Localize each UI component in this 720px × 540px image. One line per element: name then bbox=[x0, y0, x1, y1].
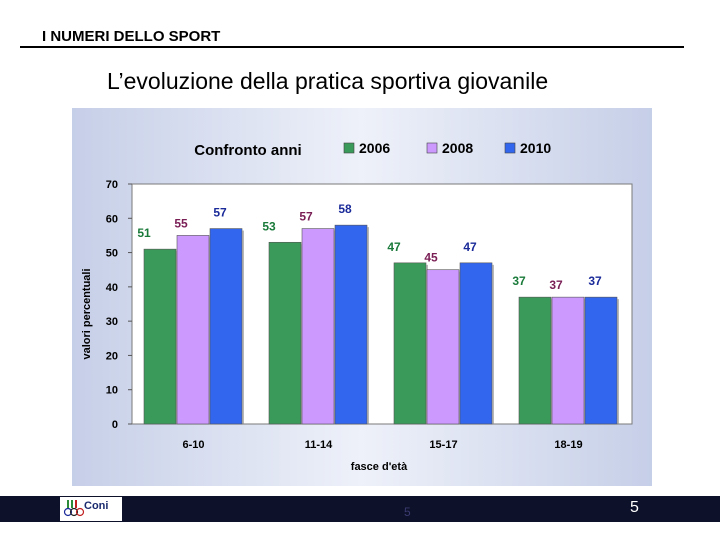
data-label-2010-18-19: 37 bbox=[588, 274, 602, 288]
chart-area: Confronto anni 2006 2008 2010 0 10 20 30 40 50 60 7… bbox=[72, 108, 652, 486]
bar-2006-15-17 bbox=[393, 262, 427, 425]
data-label-2008-18-19: 37 bbox=[549, 278, 563, 292]
y-tick-label-30: 30 bbox=[106, 316, 118, 328]
x-axis-label: fasce d'età bbox=[351, 461, 408, 473]
bar-2008-6-10 bbox=[176, 235, 210, 425]
x-tick-label-15-17: 15-17 bbox=[429, 439, 457, 451]
bar-2008-15-17 bbox=[426, 269, 460, 425]
bar-shadow-2010-18-19 bbox=[617, 299, 619, 424]
bar-2008-11-14 bbox=[301, 228, 335, 425]
bar-chart: Confronto anni 2006 2008 2010 0 10 20 30 40 50 60 7… bbox=[72, 108, 652, 486]
bar-2006-6-10 bbox=[143, 248, 177, 425]
y-tick-label-40: 40 bbox=[106, 282, 118, 294]
bar-shadow-2010-6-10 bbox=[242, 230, 244, 424]
footer-center-number: 5 bbox=[404, 505, 411, 519]
y-tick-label-10: 10 bbox=[106, 385, 118, 397]
logo-text: Coni bbox=[84, 500, 109, 512]
legend-label-2006: 2006 bbox=[359, 140, 390, 156]
bar-2010-6-10 bbox=[209, 228, 243, 425]
legend-swatch-2010 bbox=[504, 142, 516, 154]
chart-title: Confronto anni bbox=[194, 142, 301, 159]
bar-shadow-2010-11-14 bbox=[367, 227, 369, 424]
data-label-2008-15-17: 45 bbox=[424, 251, 438, 265]
page-number: 5 bbox=[630, 499, 639, 516]
y-tick-label-0: 0 bbox=[112, 419, 118, 431]
data-label-2008-11-14: 57 bbox=[299, 210, 313, 224]
bar-2006-18-19 bbox=[518, 296, 552, 425]
legend-swatch-2008 bbox=[426, 142, 438, 154]
legend-label-2008: 2008 bbox=[442, 140, 473, 156]
olympic-rings-icon bbox=[63, 500, 85, 517]
data-label-2006-11-14: 53 bbox=[262, 219, 276, 233]
data-label-2010-11-14: 58 bbox=[338, 202, 352, 216]
header-label: I NUMERI DELLO SPORT bbox=[42, 28, 221, 45]
bar-2006-11-14 bbox=[268, 241, 302, 425]
data-label-2006-15-17: 47 bbox=[387, 240, 401, 254]
y-tick-label-50: 50 bbox=[106, 248, 118, 260]
x-tick-label-6-10: 6-10 bbox=[182, 439, 204, 451]
bar-2010-18-19 bbox=[584, 296, 618, 425]
y-tick-label-20: 20 bbox=[106, 350, 118, 362]
bar-shadow-2010-15-17 bbox=[492, 264, 494, 424]
slide-title: L’evoluzione della pratica sportiva giov… bbox=[107, 68, 549, 94]
coni-logo bbox=[60, 497, 122, 521]
y-axis-label: valori percentuali bbox=[81, 268, 93, 359]
x-tick-label-18-19: 18-19 bbox=[554, 439, 582, 451]
data-label-2010-15-17: 47 bbox=[463, 240, 477, 254]
data-label-2006-6-10: 51 bbox=[137, 226, 151, 240]
legend-swatch-2006 bbox=[343, 142, 355, 154]
data-label-2006-18-19: 37 bbox=[512, 274, 526, 288]
y-tick-label-60: 60 bbox=[106, 213, 118, 225]
header-rule bbox=[20, 46, 684, 48]
bar-2010-15-17 bbox=[459, 262, 493, 425]
legend-label-2010: 2010 bbox=[520, 140, 551, 156]
data-label-2010-6-10: 57 bbox=[213, 206, 227, 220]
y-tick-label-70: 70 bbox=[106, 179, 118, 191]
bar-2008-18-19 bbox=[551, 296, 585, 425]
data-label-2008-6-10: 55 bbox=[174, 216, 188, 230]
x-tick-label-11-14: 11-14 bbox=[305, 439, 333, 451]
bar-2010-11-14 bbox=[334, 224, 368, 425]
